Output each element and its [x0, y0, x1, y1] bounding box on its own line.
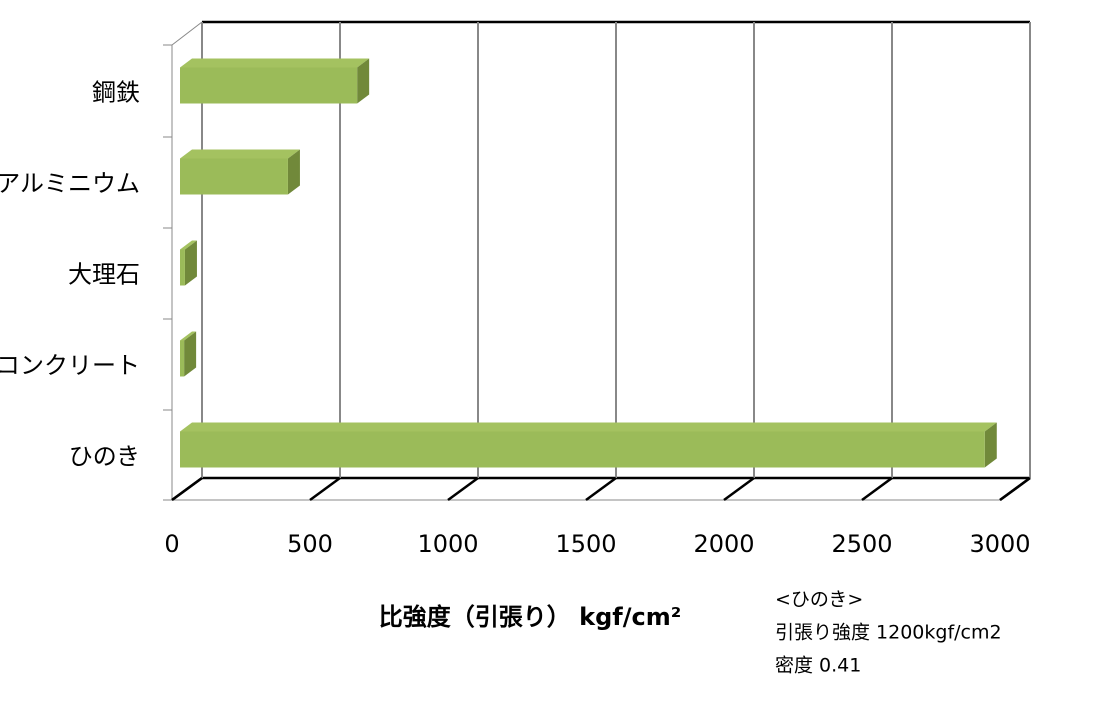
bar-top — [180, 331, 197, 341]
bar-front — [180, 340, 185, 377]
bar-side — [184, 240, 197, 286]
bar — [180, 240, 197, 286]
annotation: <ひのき> — [775, 589, 863, 611]
x-tick-label: 0 — [164, 530, 179, 558]
grid-line — [861, 476, 893, 502]
y-tick-label: ひのき — [69, 443, 140, 471]
grid-line — [585, 476, 617, 502]
bar-side — [984, 422, 997, 468]
grid-line — [309, 476, 341, 502]
grid-line — [171, 476, 203, 502]
bar — [180, 422, 997, 468]
x-axis-title: 比強度（引張り） kgf/cm² — [379, 603, 681, 631]
bar-front — [180, 158, 288, 195]
bar-front — [180, 249, 185, 286]
bar-front — [180, 67, 358, 104]
grid-line — [447, 476, 479, 502]
x-tick-label: 1000 — [417, 530, 478, 558]
bar-side — [287, 149, 300, 195]
bar — [180, 149, 300, 195]
bar-top — [180, 149, 300, 159]
x-tick-label: 2000 — [693, 530, 754, 558]
grid-line — [999, 476, 1031, 502]
y-tick-label: 鋼鉄 — [92, 79, 140, 107]
bar-top — [180, 240, 197, 250]
x-tick-label: 500 — [287, 530, 333, 558]
x-tick-label: 3000 — [969, 530, 1030, 558]
x-tick-label: 2500 — [831, 530, 892, 558]
bar-side — [357, 58, 370, 104]
bar-side — [184, 331, 197, 377]
x-tick-label: 1500 — [555, 530, 616, 558]
annotation: 引張り強度 1200kgf/cm2 — [775, 622, 1002, 644]
bar-front — [180, 431, 985, 468]
y-tick-label: 大理石 — [68, 261, 140, 289]
bar-top — [180, 58, 370, 68]
annotation: 密度 0.41 — [775, 655, 861, 677]
y-tick-label: コンクリート — [0, 352, 140, 380]
y-tick-label: アルミニウム — [0, 170, 140, 198]
bar-top — [180, 422, 997, 432]
bar — [180, 58, 370, 104]
bar — [180, 331, 197, 377]
grid-line — [723, 476, 755, 502]
